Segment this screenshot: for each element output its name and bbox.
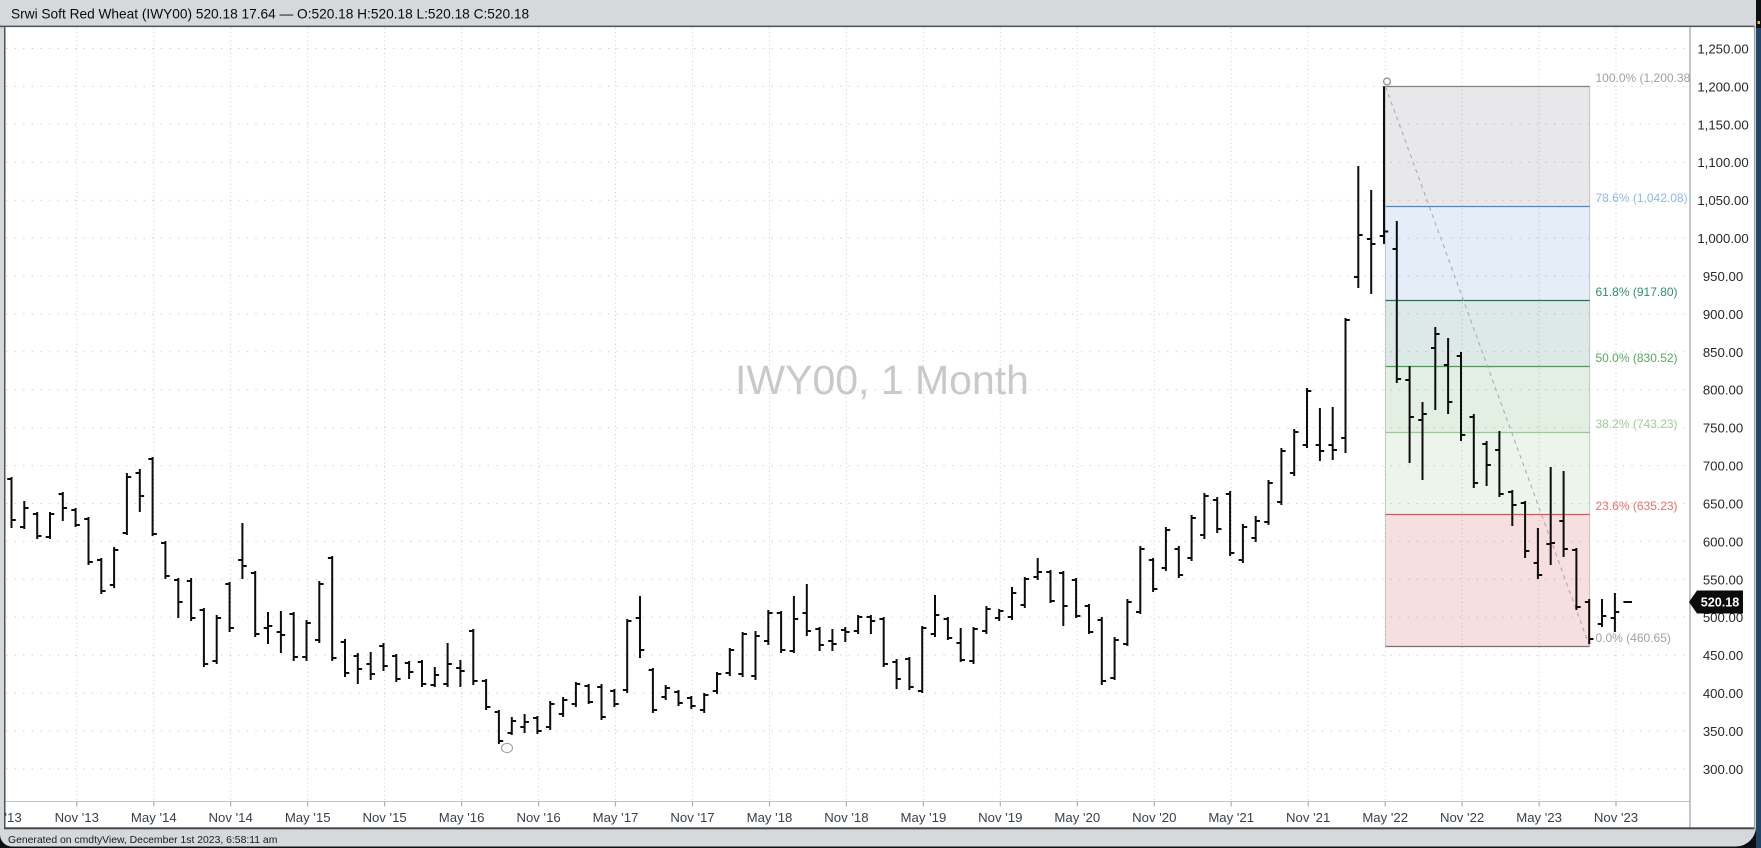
svg-text:1,100.00: 1,100.00 [1697,155,1748,170]
svg-text:100.0% (1,200.38: 100.0% (1,200.38 [1596,71,1691,85]
svg-text:May '18: May '18 [747,810,793,825]
svg-text:550.00: 550.00 [1703,572,1743,587]
svg-text:500.00: 500.00 [1703,610,1743,625]
svg-text:78.6% (1,042.08): 78.6% (1,042.08) [1596,191,1688,205]
svg-text:800.00: 800.00 [1703,383,1743,398]
svg-text:Nov '19: Nov '19 [978,810,1022,825]
svg-text:May '22: May '22 [1362,810,1408,825]
svg-text:520.18: 520.18 [1701,596,1740,610]
svg-text:1,050.00: 1,050.00 [1697,193,1748,208]
svg-text:May '21: May '21 [1208,810,1254,825]
svg-text:May '14: May '14 [131,810,177,825]
svg-text:'13: '13 [5,810,22,825]
svg-text:May '15: May '15 [285,810,331,825]
svg-text:1,150.00: 1,150.00 [1697,117,1748,132]
svg-text:50.0% (830.52): 50.0% (830.52) [1596,351,1678,365]
svg-text:61.8% (917.80): 61.8% (917.80) [1596,285,1678,299]
svg-text:May '20: May '20 [1054,810,1100,825]
svg-text:Nov '23: Nov '23 [1594,810,1638,825]
svg-text:May '19: May '19 [901,810,947,825]
svg-text:Nov '21: Nov '21 [1286,810,1330,825]
svg-text:Nov '18: Nov '18 [824,810,868,825]
svg-text:Nov '20: Nov '20 [1132,810,1176,825]
svg-text:Nov '22: Nov '22 [1440,810,1484,825]
svg-text:May '16: May '16 [439,810,485,825]
svg-text:450.00: 450.00 [1703,648,1743,663]
svg-text:350.00: 350.00 [1703,724,1743,739]
svg-text:400.00: 400.00 [1703,686,1743,701]
svg-text:600.00: 600.00 [1703,534,1743,549]
svg-text:Nov '15: Nov '15 [362,810,406,825]
svg-text:Generated on cmdtyView, Decemb: Generated on cmdtyView, December 1st 202… [8,835,277,846]
svg-text:850.00: 850.00 [1703,345,1743,360]
svg-text:300.00: 300.00 [1703,762,1743,777]
svg-text:May '17: May '17 [593,810,639,825]
svg-text:23.6% (635.23): 23.6% (635.23) [1596,499,1678,513]
svg-text:1,200.00: 1,200.00 [1697,79,1748,94]
svg-text:Nov '13: Nov '13 [55,810,99,825]
svg-text:IWY00, 1 Month: IWY00, 1 Month [735,357,1029,403]
svg-text:Srwi Soft Red Wheat (IWY00) 52: Srwi Soft Red Wheat (IWY00) 520.18 17.64… [11,7,530,22]
svg-text:950.00: 950.00 [1703,269,1743,284]
svg-text:750.00: 750.00 [1703,421,1743,436]
svg-text:1,000.00: 1,000.00 [1697,231,1748,246]
svg-text:650.00: 650.00 [1703,497,1743,512]
svg-text:May '23: May '23 [1516,810,1562,825]
svg-text:Nov '17: Nov '17 [670,810,714,825]
svg-text:Nov '16: Nov '16 [516,810,560,825]
svg-text:Nov '14: Nov '14 [209,810,253,825]
svg-text:1,250.00: 1,250.00 [1697,42,1748,57]
svg-text:900.00: 900.00 [1703,307,1743,322]
svg-text:700.00: 700.00 [1703,459,1743,474]
svg-text:0.0% (460.65): 0.0% (460.65) [1596,631,1671,645]
svg-text:38.2% (743.23): 38.2% (743.23) [1596,417,1678,431]
